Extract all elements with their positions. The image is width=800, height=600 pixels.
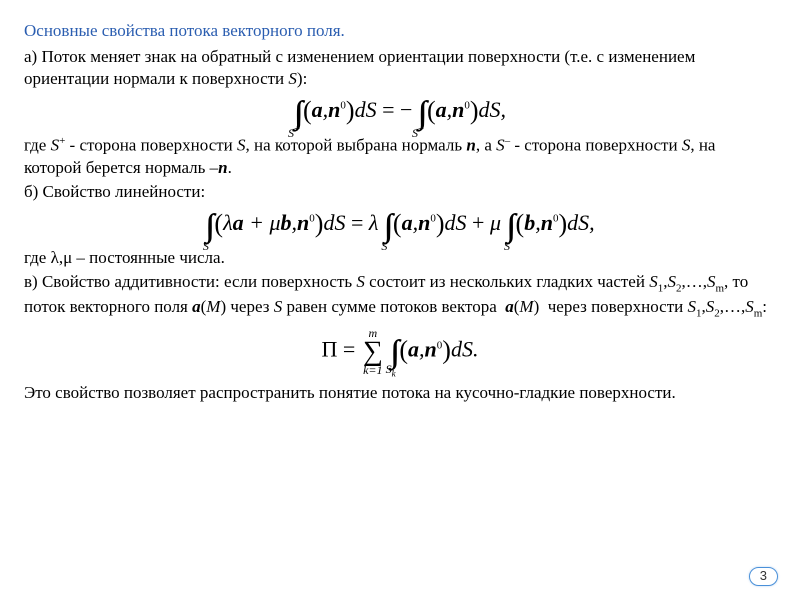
- paragraph-b-note: где λ,μ – постоянные числа.: [24, 247, 776, 269]
- formula-3: П = m ∑ k=1 ∫∫ Sk (a,n0)dS.: [24, 327, 776, 376]
- sum-lower: k=1: [363, 364, 383, 376]
- text: а) Поток меняет знак на обратный с измен…: [24, 47, 695, 88]
- double-integral-3: ∫∫ S: [205, 209, 207, 241]
- formula-2: ∫∫ S (λa + μb,n0)dS = λ ∫∫ S (a,n0)dS + …: [24, 209, 776, 241]
- double-integral-5: ∫∫ S: [506, 209, 508, 241]
- paragraph-c: в) Свойство аддитивности: если поверхнос…: [24, 271, 776, 320]
- paragraph-b: б) Свойство линейности:: [24, 181, 776, 203]
- paragraph-a-note: где S+ - сторона поверхности S, на котор…: [24, 134, 776, 179]
- sum-symbol: m ∑ k=1: [363, 327, 383, 376]
- paragraph-final: Это свойство позволяет распространить по…: [24, 382, 776, 404]
- double-integral-2: ∫∫ S−: [418, 96, 420, 128]
- page-number-badge: 3: [749, 567, 778, 586]
- formula-1: ∫∫ S+ (a,n0)dS = − ∫∫ S− (a,n0)dS,: [24, 96, 776, 128]
- paragraph-a: а) Поток меняет знак на обратный с измен…: [24, 46, 776, 90]
- double-integral-4: ∫∫ S: [384, 209, 386, 241]
- double-integral-1: ∫∫ S+: [294, 96, 296, 128]
- double-integral-6: ∫∫ Sk: [390, 335, 392, 367]
- section-title: Основные свойства потока векторного поля…: [24, 20, 776, 42]
